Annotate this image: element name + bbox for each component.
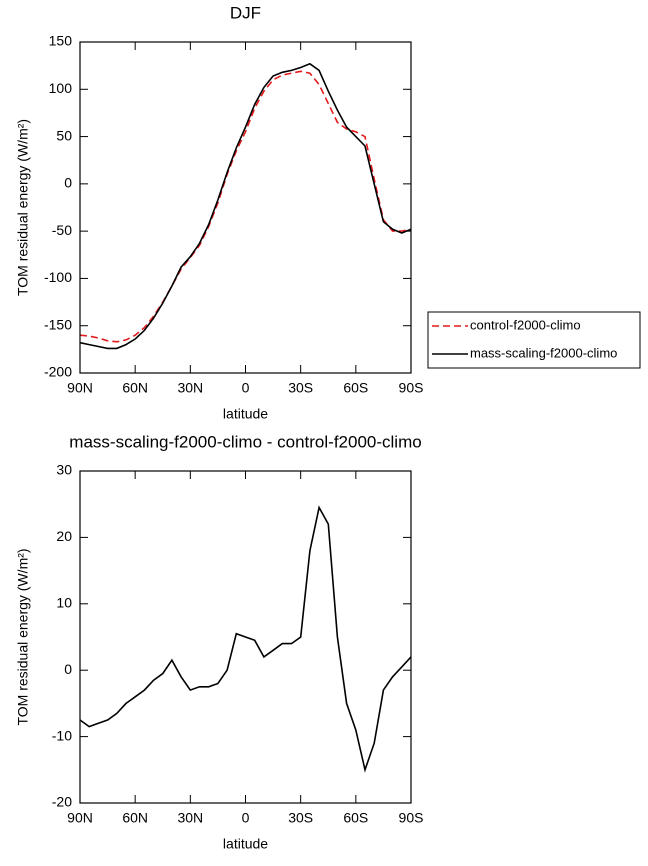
x-tick-label: 60N	[122, 380, 148, 396]
x-tick-label: 30N	[177, 810, 203, 826]
x-tick-label: 30N	[177, 380, 203, 396]
x-axis-label: latitude	[223, 406, 268, 422]
y-tick-label: -50	[52, 222, 72, 238]
x-tick-label: 0	[242, 810, 250, 826]
x-tick-label: 90S	[399, 380, 424, 396]
legend-label: mass-scaling-f2000-climo	[470, 345, 617, 360]
y-tick-label: 30	[56, 462, 72, 478]
chart-title: mass-scaling-f2000-climo - control-f2000…	[69, 432, 421, 451]
plot-frame	[79, 41, 412, 374]
y-tick-label: 150	[49, 33, 73, 49]
y-axis-label: TOM residual energy (W/m²)	[15, 119, 31, 296]
x-tick-label: 30S	[288, 380, 313, 396]
x-tick-label: 0	[242, 380, 250, 396]
y-tick-label: -150	[44, 316, 72, 332]
line-series	[79, 70, 412, 343]
y-tick-label: 0	[64, 661, 72, 677]
line-series	[79, 505, 412, 773]
y-tick-label: 50	[56, 127, 72, 143]
line-series	[79, 62, 412, 350]
y-tick-label: -10	[52, 727, 72, 743]
y-tick-label: 20	[56, 528, 72, 544]
legend-label: control-f2000-climo	[470, 317, 581, 332]
y-tick-label: -20	[52, 794, 72, 810]
y-tick-label: -200	[44, 364, 72, 380]
x-axis-label: latitude	[223, 836, 268, 852]
plot-frame	[79, 470, 412, 804]
y-tick-label: -100	[44, 269, 72, 285]
y-axis-label: TOM residual energy (W/m²)	[15, 548, 31, 725]
x-tick-label: 60N	[122, 810, 148, 826]
x-tick-label: 60S	[343, 380, 368, 396]
x-tick-label: 60S	[343, 810, 368, 826]
x-tick-label: 90N	[67, 810, 93, 826]
y-tick-label: 0	[64, 175, 72, 191]
y-tick-label: 100	[49, 80, 73, 96]
x-tick-label: 90N	[67, 380, 93, 396]
x-tick-label: 90S	[399, 810, 424, 826]
y-tick-label: 10	[56, 595, 72, 611]
x-tick-label: 30S	[288, 810, 313, 826]
legend-box	[427, 311, 641, 369]
chart-title: DJF	[230, 3, 261, 22]
